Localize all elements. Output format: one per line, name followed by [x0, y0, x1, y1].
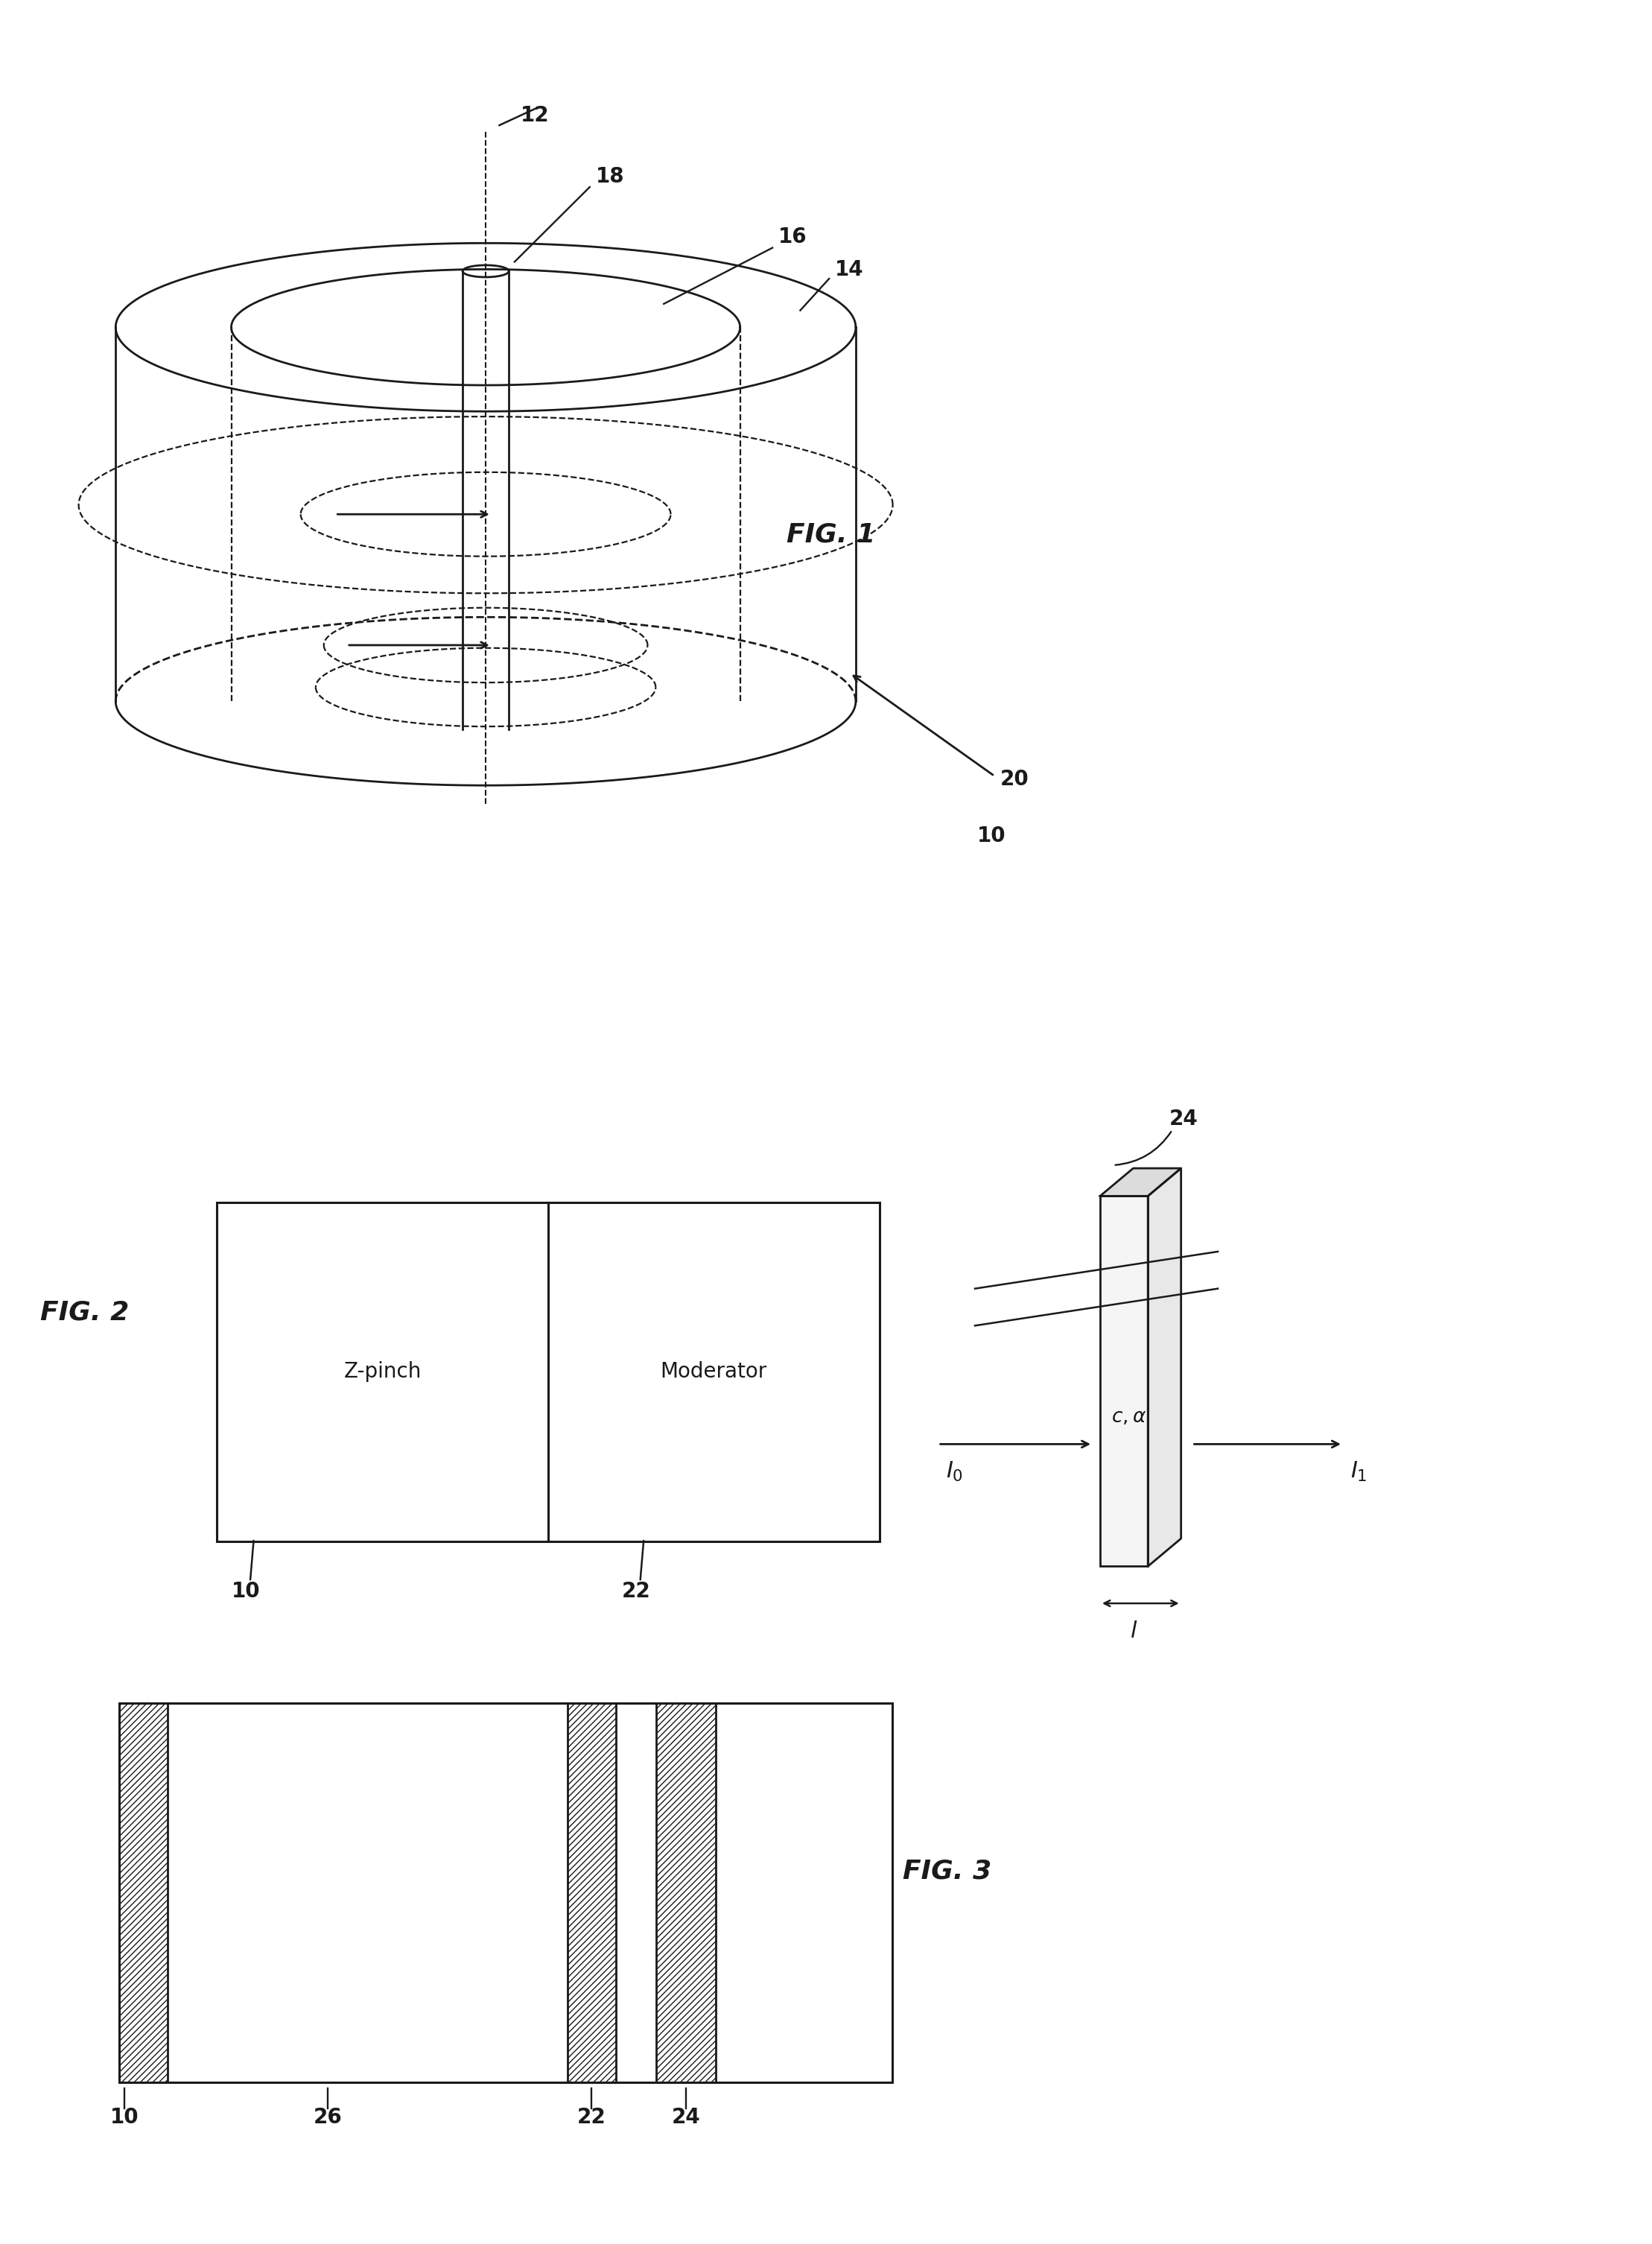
Text: Z-pinch: Z-pinch [344, 1362, 421, 1382]
Text: 24: 24 [672, 2107, 700, 2127]
Polygon shape [1100, 1169, 1181, 1196]
Text: 16: 16 [778, 227, 808, 247]
Bar [656, 1703, 715, 2082]
Bar [567, 1703, 616, 2082]
Text: FIG. 2: FIG. 2 [40, 1299, 129, 1324]
Text: FIG. 3: FIG. 3 [904, 1858, 991, 1883]
Bar [548, 1203, 879, 1542]
Text: 10: 10 [231, 1580, 261, 1602]
Text: 18: 18 [595, 166, 624, 186]
Text: $I_0$: $I_0$ [945, 1461, 963, 1483]
Bar [1100, 1196, 1148, 1566]
Text: 26: 26 [314, 2107, 342, 2127]
Text: 14: 14 [834, 260, 864, 280]
Bar [119, 1703, 167, 2082]
Text: 22: 22 [577, 2107, 606, 2127]
Bar [119, 1703, 167, 2082]
Text: 24: 24 [1170, 1109, 1198, 1129]
Text: 10: 10 [111, 2107, 139, 2127]
Text: 20: 20 [999, 770, 1029, 790]
Text: FIG. 1: FIG. 1 [786, 523, 876, 548]
Bar [119, 1703, 892, 2082]
Bar [216, 1203, 548, 1542]
Text: $c,\alpha$: $c,\alpha$ [1112, 1407, 1146, 1427]
Polygon shape [1148, 1169, 1181, 1566]
Bar [567, 1703, 616, 2082]
Text: 22: 22 [621, 1580, 651, 1602]
Text: Moderator: Moderator [661, 1362, 767, 1382]
Text: 10: 10 [978, 826, 1006, 846]
Text: $l$: $l$ [1130, 1620, 1138, 1643]
Text: 12: 12 [520, 105, 548, 126]
Bar [656, 1703, 715, 2082]
Text: $I_1$: $I_1$ [1350, 1461, 1368, 1483]
